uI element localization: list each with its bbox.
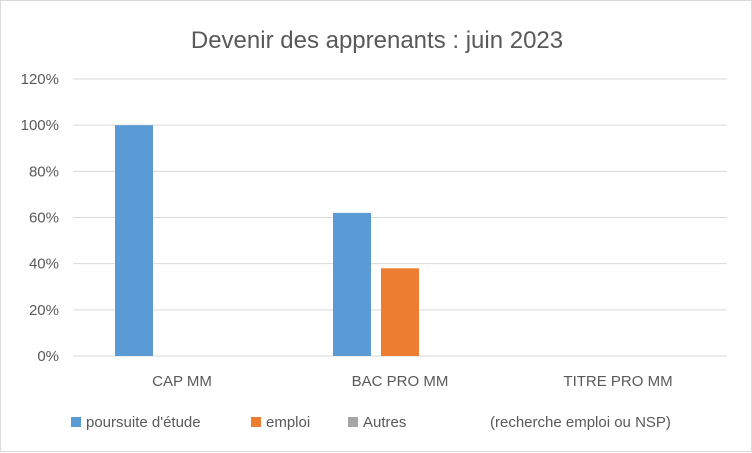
bar-poursuitedtude-1 xyxy=(333,212,371,356)
legend-label-autres: Autres xyxy=(363,414,406,431)
legend: poursuite d'étude emploi Autres (recherc… xyxy=(71,414,671,431)
legend-swatch-emploi xyxy=(251,417,261,427)
x-tick-label: TITRE PRO MM xyxy=(563,373,672,390)
y-tick-label: 100% xyxy=(21,117,59,134)
y-tick-label: 80% xyxy=(29,163,59,180)
y-tick-label: 20% xyxy=(29,302,59,319)
legend-note: (recherche emploi ou NSP) xyxy=(490,414,671,431)
y-axis-ticks: 0% 20% 40% 60% 80% 100% 120% xyxy=(21,71,59,365)
y-tick-label: 0% xyxy=(37,348,59,365)
legend-label-poursuite: poursuite d'étude xyxy=(86,414,201,431)
gridlines xyxy=(73,78,727,357)
bar-emploi-1 xyxy=(381,268,419,356)
y-tick-label: 120% xyxy=(21,71,59,88)
chart-title: Devenir des apprenants : juin 2023 xyxy=(191,27,563,54)
legend-label-emploi: emploi xyxy=(266,414,310,431)
x-axis-ticks: CAP MM BAC PRO MM TITRE PRO MM xyxy=(152,373,672,390)
x-tick-label: CAP MM xyxy=(152,373,212,390)
y-tick-label: 40% xyxy=(29,256,59,273)
bar-poursuitedtude-0 xyxy=(115,125,153,357)
legend-swatch-autres xyxy=(348,417,358,427)
legend-swatch-poursuite xyxy=(71,417,81,427)
y-tick-label: 60% xyxy=(29,210,59,227)
x-tick-label: BAC PRO MM xyxy=(352,373,449,390)
bars xyxy=(115,125,419,357)
